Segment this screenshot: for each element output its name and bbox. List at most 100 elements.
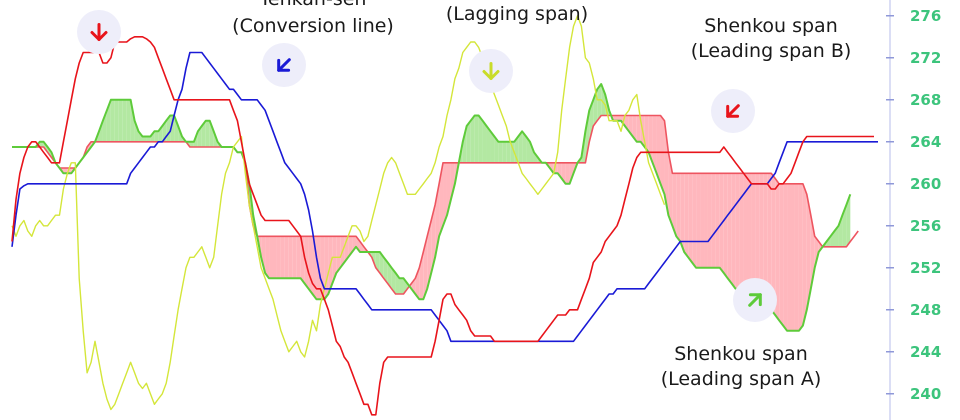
cloud-segment: [280, 236, 285, 279]
cloud-segment: [775, 178, 780, 321]
cloud-segment: [443, 162, 447, 226]
cloud-segment: [680, 173, 685, 252]
cloud-segment: [276, 236, 281, 279]
annotation-senkou-a: Shenkou span (Leading span A): [661, 278, 822, 390]
arrow-icon: [726, 104, 740, 118]
y-tick-label: 272: [910, 49, 941, 67]
cloud-segment: [118, 99, 123, 142]
cloud-segment: [478, 115, 483, 163]
cloud-segment: [763, 173, 768, 305]
cloud-segment: [711, 173, 716, 268]
cloud-segment: [731, 173, 736, 289]
annotation-label: (Base line): [46, 0, 147, 1]
cloud-segment: [696, 173, 701, 268]
cloud-segment: [684, 173, 689, 258]
cloud-segment: [292, 236, 297, 279]
cloud-segment: [617, 115, 621, 121]
cloud-segment: [597, 84, 602, 121]
cloud-segment: [272, 236, 277, 279]
cloud-segment: [126, 99, 131, 142]
cloud-segment: [510, 141, 515, 163]
cloud-segment: [585, 110, 590, 163]
y-tick-label: 276: [910, 7, 941, 25]
cloud-segment: [518, 131, 523, 163]
arrow-head-icon: [277, 58, 291, 72]
cloud-segment: [715, 173, 720, 268]
annotation-label: (Leading span A): [661, 368, 822, 390]
cloud-segment: [692, 173, 697, 268]
cloud-segment: [802, 183, 807, 326]
cloud-segment: [209, 120, 214, 147]
cloud-segment: [688, 173, 693, 263]
cloud-segment: [735, 173, 740, 289]
cloud-segment: [146, 136, 151, 142]
cloud-segment: [494, 136, 499, 163]
cloud-segment: [261, 236, 266, 273]
arrow-head-icon: [748, 293, 762, 307]
cloud-segment: [189, 141, 194, 147]
cloud-segment: [791, 183, 795, 331]
cloud-segment: [707, 173, 712, 268]
series-line-tenkan-sen: [11, 51, 878, 343]
cloud-segment: [502, 141, 507, 163]
cloud-segment: [399, 278, 404, 294]
cloud-segment: [284, 236, 289, 279]
cloud-segment: [490, 131, 495, 163]
annotation-label: (Leading span B): [691, 40, 852, 62]
cloud-segment: [387, 262, 392, 289]
y-tick-label: 244: [910, 343, 941, 361]
cloud-segment: [739, 173, 744, 289]
cloud-segment: [751, 173, 756, 289]
cloud-segment: [565, 162, 570, 184]
cloud-segment: [727, 173, 732, 284]
cloud-segment: [154, 131, 159, 142]
y-tick-label: 264: [910, 133, 941, 151]
cloud-segment: [63, 168, 68, 174]
cloud-segment: [470, 115, 475, 163]
cloud-segment: [423, 236, 428, 300]
y-tick-label: 268: [910, 91, 941, 109]
annotation-senkou-b: Shenkou span (Leading span B): [691, 15, 852, 133]
cloud-segment: [431, 204, 436, 273]
cloud-segment: [498, 141, 503, 163]
cloud-segment: [636, 115, 641, 142]
cloud-segment: [269, 236, 273, 279]
cloud-segment: [288, 236, 293, 279]
annotation-label: (Lagging span): [446, 3, 588, 25]
cloud-segment: [383, 257, 388, 284]
cloud-segment: [704, 173, 708, 268]
cloud-segment: [747, 173, 752, 289]
cloud-segment: [379, 252, 384, 279]
cloud-segment: [700, 173, 705, 268]
cloud-segment: [320, 236, 325, 300]
arrow-head-icon: [726, 104, 740, 118]
cloud-segment: [522, 131, 527, 163]
y-axis-ticks: 276 272 268 264 260 256 252 248 244 240: [886, 7, 941, 403]
annotation-kijun: (Base line): [46, 0, 148, 54]
y-tick-label: 260: [910, 175, 941, 193]
cloud-segment: [450, 162, 455, 200]
cloud-segment: [486, 126, 491, 163]
cloud-segment: [660, 115, 665, 195]
cloud-segment: [205, 120, 210, 147]
annotations: (Base line) Tenkan-sen (Conversion line) (L…: [46, 0, 851, 390]
arrow-head-icon: [90, 31, 108, 41]
arrow-icon: [277, 58, 291, 72]
y-tick-label: 252: [910, 259, 941, 277]
y-tick-label: 248: [910, 301, 941, 319]
cloud-segment: [787, 183, 792, 331]
cloud-segment: [336, 236, 341, 273]
cloud-segment: [613, 115, 618, 121]
indicator-lines: [11, 15, 878, 416]
annotation-label: Tenkan-sen: [259, 0, 367, 10]
cloud-segment: [767, 173, 772, 310]
cloud-segment: [794, 183, 799, 331]
cloud-segment: [771, 173, 776, 315]
cloud-segment: [427, 220, 432, 289]
cloud-segment: [506, 141, 511, 163]
cloud-segment: [644, 115, 649, 153]
cloud-segment: [759, 173, 764, 300]
cloud-segment: [743, 173, 748, 289]
cloud-segment: [332, 236, 337, 284]
